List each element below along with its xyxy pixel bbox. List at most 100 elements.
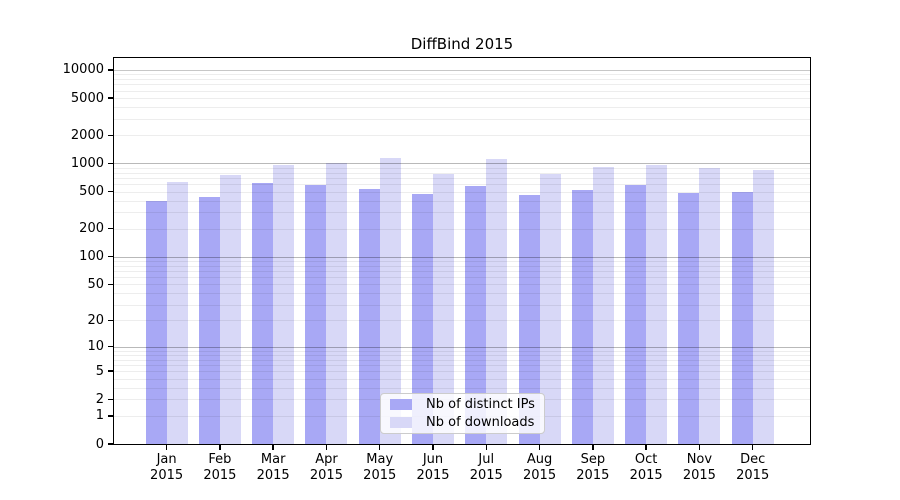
gridline-minor xyxy=(114,98,810,100)
bar-distinct-ips xyxy=(731,191,753,444)
bar-distinct-ips xyxy=(358,189,380,444)
gridline-minor xyxy=(114,350,810,352)
plot-area xyxy=(113,57,811,445)
gridline-minor xyxy=(114,191,810,193)
gridline-minor xyxy=(114,90,810,92)
bar-distinct-ips xyxy=(412,193,433,444)
x-tick-mark xyxy=(751,445,754,450)
x-tick-label: Sep 2015 xyxy=(576,452,610,483)
x-tick-mark xyxy=(165,445,168,450)
gridline-minor xyxy=(114,346,810,348)
x-tick-label: Jan 2015 xyxy=(150,452,184,483)
y-tick-label: 0 xyxy=(95,436,104,452)
gridline-minor xyxy=(114,74,810,76)
gridline-minor xyxy=(114,256,810,258)
gridline-minor xyxy=(114,84,810,86)
x-tick-mark xyxy=(485,445,488,450)
legend-label-downloads: Nb of downloads xyxy=(426,415,535,430)
bar-distinct-ips xyxy=(305,184,327,444)
bar-distinct-ips xyxy=(198,197,220,444)
gridline-minor xyxy=(114,265,810,267)
legend-label-ips: Nb of distinct IPs xyxy=(426,397,535,412)
y-tick-label: 20 xyxy=(87,312,104,328)
x-tick-mark xyxy=(698,445,701,450)
y-tick-mark xyxy=(108,162,113,165)
bar-distinct-ips xyxy=(625,185,647,444)
y-tick-mark xyxy=(108,97,113,99)
legend-swatch-ips-icon xyxy=(390,399,412,410)
y-tick-label: 5000 xyxy=(70,90,104,106)
x-tick-label: Mar 2015 xyxy=(256,452,290,483)
y-tick-mark xyxy=(108,255,113,258)
gridline-minor xyxy=(114,200,810,202)
gridline-minor xyxy=(114,184,810,186)
x-tick-label: Jul 2015 xyxy=(469,452,503,483)
x-tick-mark xyxy=(378,445,381,450)
gridline-minor xyxy=(114,228,810,230)
gridline-major xyxy=(114,69,810,71)
legend-item-downloads: Nb of downloads xyxy=(390,415,535,430)
y-tick-mark xyxy=(108,134,113,137)
gridline-minor xyxy=(114,277,810,279)
gridline-major xyxy=(114,256,810,258)
gridline-minor xyxy=(114,260,810,262)
gridline-minor xyxy=(114,359,810,361)
x-tick-label: May 2015 xyxy=(363,452,397,483)
x-tick-mark xyxy=(219,445,221,450)
y-tick-label: 5 xyxy=(95,363,104,379)
x-tick-mark xyxy=(432,445,434,450)
y-tick-label: 10 xyxy=(87,339,104,355)
x-tick-label: Aug 2015 xyxy=(523,452,557,483)
gridline-minor xyxy=(114,293,810,295)
y-tick-mark xyxy=(108,190,113,193)
y-tick-label: 50 xyxy=(87,276,104,292)
y-tick-label: 2 xyxy=(95,391,104,407)
y-tick-mark xyxy=(108,443,113,445)
gridline-minor xyxy=(114,163,810,165)
y-tick-label: 10000 xyxy=(62,62,104,78)
y-tick-mark xyxy=(108,398,113,401)
x-tick-mark xyxy=(538,445,541,450)
gridline-minor xyxy=(114,387,810,389)
legend-swatch-downloads-icon xyxy=(390,417,412,428)
y-tick-label: 1 xyxy=(95,408,104,424)
legend-item-ips: Nb of distinct IPs xyxy=(390,397,535,412)
gridline-minor xyxy=(114,118,810,120)
gridline-minor xyxy=(114,79,810,81)
bar-downloads xyxy=(539,173,561,444)
chart-title: DiffBind 2015 xyxy=(410,35,514,53)
bar-downloads xyxy=(699,167,721,444)
gridline-minor xyxy=(114,172,810,174)
bar-downloads xyxy=(273,165,295,444)
bar-distinct-ips xyxy=(145,201,167,444)
y-tick-mark xyxy=(108,345,113,348)
y-tick-mark xyxy=(108,69,113,71)
y-tick-mark xyxy=(108,227,113,230)
legend: Nb of distinct IPs Nb of downloads xyxy=(380,393,545,434)
y-tick-label: 200 xyxy=(79,221,104,237)
bar-downloads xyxy=(592,166,614,444)
gridline-minor xyxy=(114,270,810,272)
y-tick-mark xyxy=(108,415,113,417)
gridline-minor xyxy=(114,177,810,179)
bar-downloads xyxy=(433,174,454,444)
bar-downloads xyxy=(646,164,668,444)
bar-distinct-ips xyxy=(518,194,540,444)
x-tick-label: Feb 2015 xyxy=(203,452,237,483)
y-tick-label: 2000 xyxy=(70,127,104,143)
gridline-minor xyxy=(114,378,810,380)
bar-distinct-ips xyxy=(252,183,274,444)
bar-downloads xyxy=(326,163,348,444)
x-tick-label: Apr 2015 xyxy=(309,452,343,483)
gridline-minor xyxy=(114,107,810,109)
bar-downloads xyxy=(752,170,774,444)
x-tick-label: Dec 2015 xyxy=(736,452,770,483)
gridline-minor xyxy=(114,135,810,137)
gridline-minor xyxy=(114,320,810,322)
bar-downloads xyxy=(166,181,188,444)
y-tick-mark xyxy=(108,319,113,322)
x-tick-mark xyxy=(325,445,328,450)
x-tick-label: Oct 2015 xyxy=(629,452,663,483)
gridline-major xyxy=(114,163,810,165)
